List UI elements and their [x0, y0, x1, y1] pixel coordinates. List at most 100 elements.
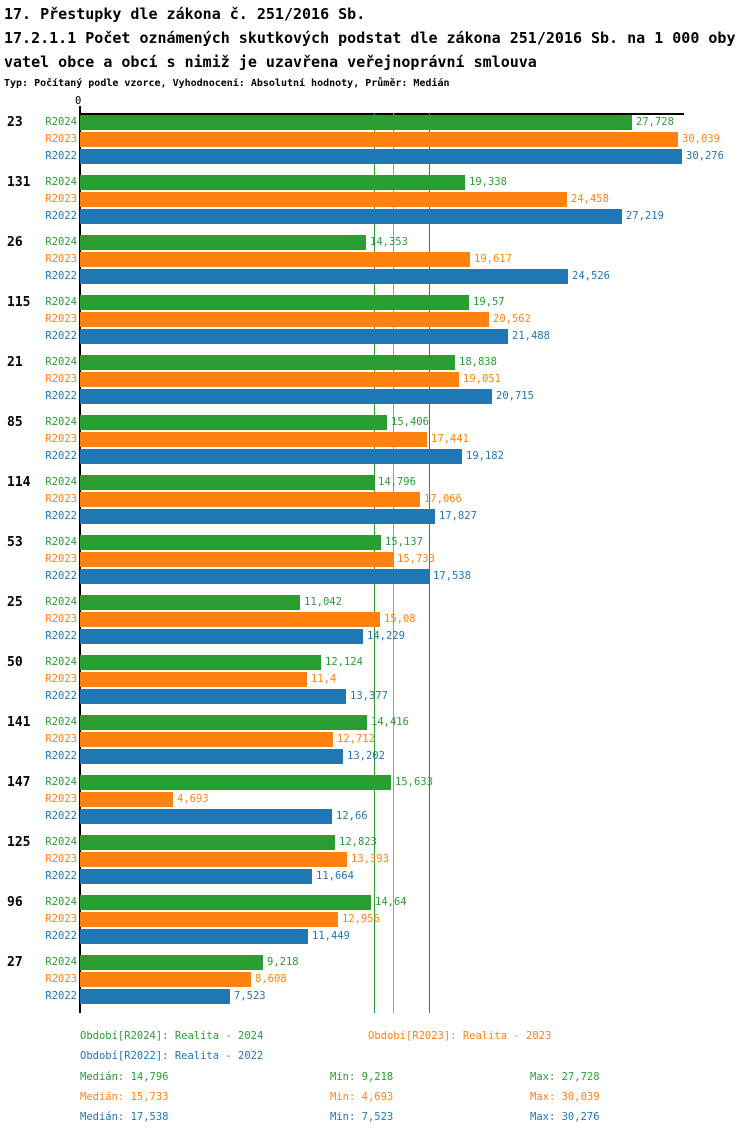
value-label: 18,838 — [459, 356, 497, 368]
bar-r2023 — [80, 852, 347, 867]
stat-max-r2022: Max: 30,276 — [530, 1111, 600, 1123]
value-label: 15,733 — [397, 553, 435, 565]
bar-row-26-r2023: R2023 19,617 — [0, 252, 750, 267]
bar-r2023 — [80, 612, 380, 627]
value-label: 17,538 — [433, 570, 471, 582]
bar-r2023 — [80, 552, 393, 567]
stat-median-r2022: Medián: 17,538 — [80, 1111, 169, 1123]
value-label: 14,229 — [367, 630, 405, 642]
x-axis-zero-label: 0 — [75, 95, 82, 107]
bar-row-131-r2023: R2023 24,458 — [0, 192, 750, 207]
series-year-label: R2022 — [45, 750, 77, 762]
value-label: 30,276 — [686, 150, 724, 162]
series-year-label: R2024 — [45, 236, 77, 248]
bar-chart-plot: 0 23 R2024 27,728 R2023 30,039 R2022 30,276 131… — [0, 95, 750, 1013]
bar-r2024 — [80, 955, 263, 970]
series-year-label: R2023 — [45, 793, 77, 805]
category-label: 26 — [7, 235, 23, 250]
bar-row-23-r2022: R2022 30,276 — [0, 149, 750, 164]
series-year-label: R2023 — [45, 613, 77, 625]
bar-row-50-r2023: R2023 11,4 — [0, 672, 750, 687]
value-label: 27,219 — [626, 210, 664, 222]
series-year-label: R2024 — [45, 596, 77, 608]
value-label: 12,956 — [342, 913, 380, 925]
bar-group-114: 114 R2024 14,796 R2023 17,066 R2022 17,827 — [0, 473, 750, 533]
bar-r2022 — [80, 629, 363, 644]
series-year-label: R2024 — [45, 956, 77, 968]
series-year-label: R2022 — [45, 510, 77, 522]
value-label: 27,728 — [636, 116, 674, 128]
bar-r2022 — [80, 209, 622, 224]
bar-r2024 — [80, 355, 455, 370]
bar-r2024 — [80, 415, 387, 430]
value-label: 13,393 — [351, 853, 389, 865]
bar-row-115-r2022: R2022 21,488 — [0, 329, 750, 344]
bar-r2023 — [80, 372, 459, 387]
value-label: 11,4 — [311, 673, 337, 685]
value-label: 17,066 — [424, 493, 462, 505]
series-year-label: R2023 — [45, 493, 77, 505]
series-year-label: R2022 — [45, 450, 77, 462]
value-label: 14,64 — [375, 896, 407, 908]
bar-r2023 — [80, 192, 567, 207]
stat-min-r2023: Min: 4,693 — [330, 1091, 394, 1103]
value-label: 14,796 — [378, 476, 416, 488]
value-label: 30,039 — [682, 133, 720, 145]
bar-r2022 — [80, 689, 346, 704]
series-year-label: R2023 — [45, 373, 77, 385]
category-label: 25 — [7, 595, 23, 610]
bar-r2024 — [80, 115, 632, 130]
bar-row-96-r2023: R2023 12,956 — [0, 912, 750, 927]
bar-row-21-r2023: R2023 19,051 — [0, 372, 750, 387]
series-year-label: R2022 — [45, 690, 77, 702]
bar-r2024 — [80, 475, 374, 490]
chart-meta-info: Typ: Počítaný podle vzorce, Vyhodnocení:… — [4, 78, 450, 89]
bar-row-115-r2023: R2023 20,562 — [0, 312, 750, 327]
bar-r2022 — [80, 269, 568, 284]
bar-group-27: 27 R2024 9,218 R2023 8,608 R2022 7,523 — [0, 953, 750, 1013]
series-year-label: R2024 — [45, 836, 77, 848]
bar-row-131-r2022: R2022 27,219 — [0, 209, 750, 224]
bar-row-53-r2024: 53 R2024 15,137 — [0, 535, 750, 550]
bar-row-147-r2023: R2023 4,693 — [0, 792, 750, 807]
category-label: 125 — [7, 835, 31, 850]
chart-title-line1: 17.2.1.1 Počet oznámených skutkových pod… — [4, 29, 736, 47]
value-label: 12,66 — [336, 810, 368, 822]
bar-group-23: 23 R2024 27,728 R2023 30,039 R2022 30,276 — [0, 113, 750, 173]
bar-r2024 — [80, 895, 371, 910]
bar-row-85-r2023: R2023 17,441 — [0, 432, 750, 447]
series-year-label: R2022 — [45, 810, 77, 822]
value-label: 17,441 — [431, 433, 469, 445]
bar-row-125-r2024: 125 R2024 12,823 — [0, 835, 750, 850]
bar-row-50-r2022: R2022 13,377 — [0, 689, 750, 704]
bar-group-25: 25 R2024 11,042 R2023 15,08 R2022 14,229 — [0, 593, 750, 653]
bar-group-96: 96 R2024 14,64 R2023 12,956 R2022 11,449 — [0, 893, 750, 953]
value-label: 24,526 — [572, 270, 610, 282]
bar-r2024 — [80, 775, 391, 790]
bar-row-114-r2024: 114 R2024 14,796 — [0, 475, 750, 490]
category-label: 131 — [7, 175, 31, 190]
category-label: 85 — [7, 415, 23, 430]
stat-max-r2024: Max: 27,728 — [530, 1071, 600, 1083]
median-line-r2022 — [429, 113, 430, 1013]
bar-group-125: 125 R2024 12,823 R2023 13,393 R2022 11,664 — [0, 833, 750, 893]
bar-row-147-r2022: R2022 12,66 — [0, 809, 750, 824]
bar-group-53: 53 R2024 15,137 R2023 15,733 R2022 17,538 — [0, 533, 750, 593]
bar-r2024 — [80, 535, 381, 550]
bar-row-50-r2024: 50 R2024 12,124 — [0, 655, 750, 670]
value-label: 15,633 — [395, 776, 433, 788]
value-label: 9,218 — [267, 956, 299, 968]
series-year-label: R2023 — [45, 733, 77, 745]
bar-r2023 — [80, 312, 489, 327]
stat-median-r2024: Medián: 14,796 — [80, 1071, 169, 1083]
bar-row-125-r2023: R2023 13,393 — [0, 852, 750, 867]
report-section-title: 17. Přestupky dle zákona č. 251/2016 Sb. — [4, 5, 366, 23]
bar-r2024 — [80, 295, 469, 310]
bar-row-115-r2024: 115 R2024 19,57 — [0, 295, 750, 310]
bar-row-25-r2023: R2023 15,08 — [0, 612, 750, 627]
bar-r2022 — [80, 449, 462, 464]
value-label: 4,693 — [177, 793, 209, 805]
category-label: 53 — [7, 535, 23, 550]
series-year-label: R2022 — [45, 150, 77, 162]
value-label: 12,823 — [339, 836, 377, 848]
